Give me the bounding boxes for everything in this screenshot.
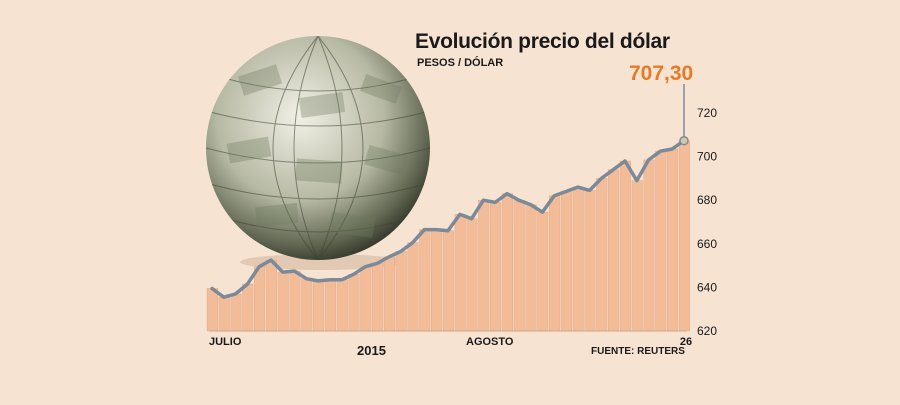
chart-bar xyxy=(301,278,313,332)
y-tick-label: 660 xyxy=(697,237,717,251)
chart-bar xyxy=(584,190,596,332)
dollar-globe-icon xyxy=(206,36,430,270)
x-tick-label: AGOSTO xyxy=(466,336,514,348)
chart-bar xyxy=(678,140,690,332)
chart-bar xyxy=(490,202,502,332)
chart-subtitle: PESOS / DÓLAR xyxy=(417,57,504,69)
price-series-line xyxy=(210,138,686,299)
chart-bar xyxy=(643,159,655,332)
chart-bar xyxy=(549,195,561,332)
y-tick-label: 640 xyxy=(697,280,717,294)
chart-bar xyxy=(230,293,242,332)
y-tick-label: 700 xyxy=(697,150,717,164)
area-bars xyxy=(206,140,690,332)
y-tick-label: 620 xyxy=(697,324,717,338)
chart-bar xyxy=(277,271,289,332)
chart-bar xyxy=(407,242,419,332)
chart-bar xyxy=(619,160,631,332)
chart-bar xyxy=(501,193,513,332)
last-value-marker xyxy=(679,135,689,146)
x-tick-label: JULIO xyxy=(209,336,242,348)
year-label: 2015 xyxy=(357,343,386,358)
chart-bar xyxy=(348,274,360,332)
chart-bar xyxy=(478,199,490,332)
chart-bar xyxy=(596,178,608,332)
chart-title: Evolución precio del dólar xyxy=(415,30,670,53)
source-label: FUENTE: REUTERS xyxy=(591,346,685,357)
chart-bar xyxy=(360,266,372,332)
chart-bar xyxy=(572,186,584,332)
chart-bar xyxy=(206,288,218,332)
chart-bar xyxy=(513,199,525,332)
chart-bar xyxy=(466,218,478,332)
chart-bar xyxy=(313,280,325,332)
chart-bar xyxy=(454,214,466,332)
x-tick-label: 26 xyxy=(680,336,692,348)
chart-bar xyxy=(218,296,230,332)
chart-bar xyxy=(537,211,549,332)
chart-bar xyxy=(265,259,277,332)
chart-bar xyxy=(383,256,395,332)
chart-bar xyxy=(336,279,348,332)
chart-bar xyxy=(667,148,679,332)
chart-bar xyxy=(372,263,384,332)
chart-bar xyxy=(254,266,266,332)
last-value-label: 707,30 xyxy=(629,62,694,85)
chart-bar xyxy=(419,229,431,332)
chart-bar xyxy=(525,204,537,332)
chart-bar xyxy=(431,229,443,332)
chart-bar xyxy=(560,191,572,332)
chart-bar xyxy=(324,279,336,332)
y-tick-label: 680 xyxy=(697,193,717,207)
chart-bar xyxy=(655,150,667,332)
chart-bar xyxy=(442,230,454,332)
y-tick-label: 720 xyxy=(697,106,717,120)
chart-bar xyxy=(289,270,301,332)
chart-bar xyxy=(608,169,620,332)
y-axis-ticks: 620 640 660 680 700 720 JULIO AGOSTO 26 xyxy=(209,106,717,348)
chart-bar xyxy=(631,180,643,332)
chart-bar xyxy=(242,283,254,332)
chart-bar xyxy=(395,251,407,332)
